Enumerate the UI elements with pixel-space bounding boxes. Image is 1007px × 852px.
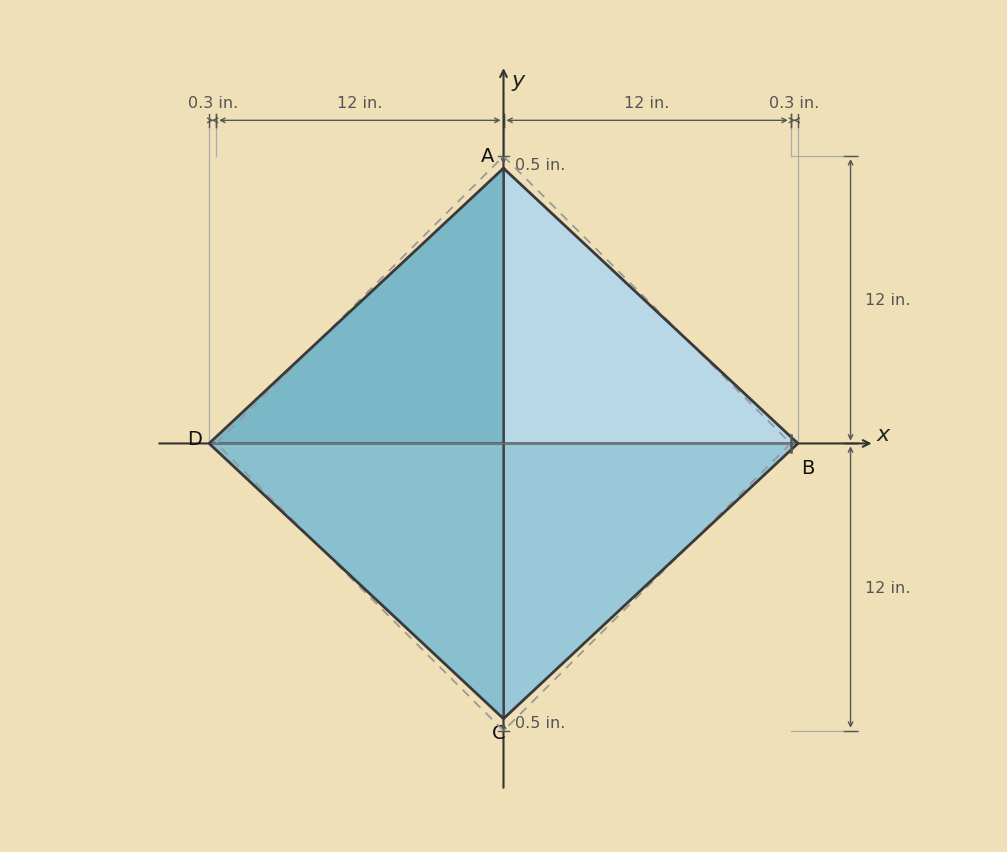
Text: 12 in.: 12 in.	[865, 293, 910, 308]
Text: x: x	[877, 424, 890, 445]
Text: D: D	[187, 429, 202, 449]
Polygon shape	[504, 169, 798, 444]
Polygon shape	[209, 444, 504, 719]
Polygon shape	[504, 444, 798, 719]
Text: 0.3 in.: 0.3 in.	[187, 95, 238, 111]
Text: 0.5 in.: 0.5 in.	[516, 715, 566, 730]
Text: C: C	[491, 723, 506, 743]
Text: B: B	[802, 458, 815, 477]
Text: 0.3 in.: 0.3 in.	[769, 95, 820, 111]
Polygon shape	[209, 169, 504, 444]
Text: 0.5 in.: 0.5 in.	[516, 158, 566, 173]
Text: 12 in.: 12 in.	[624, 95, 670, 111]
Text: y: y	[512, 71, 525, 91]
Text: 12 in.: 12 in.	[865, 580, 910, 595]
Text: 12 in.: 12 in.	[337, 95, 383, 111]
Text: A: A	[480, 147, 493, 165]
